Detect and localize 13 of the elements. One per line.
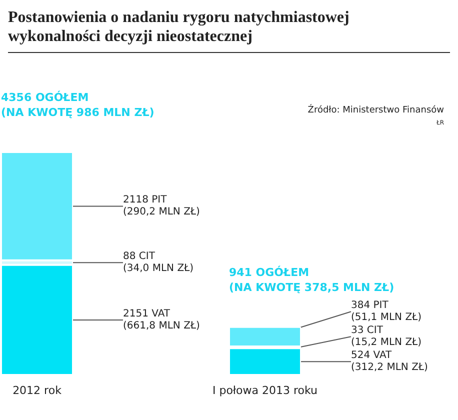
data-label: 2118 PIT (290,2 MLN ZŁ) [123,194,200,218]
total-label: 4356 OGÓŁEM (NA KWOTĘ 986 MLN ZŁ) [1,90,154,119]
x-tick-label: 2012 rok [12,384,62,397]
chart-title: Postanowienia o nadaniu rygoru natychmiastowej wykonalności decyzji nieostatecznej [8,9,354,45]
total-label: 941 OGÓŁEM (NA KWOTĘ 378,5 MLN ZŁ) [229,264,394,294]
data-label: 2151 VAT (661,8 MLN ZŁ) [123,308,200,332]
data-label: 524 VAT (312,2 MLN ZŁ) [351,350,428,374]
bar [1,264,73,375]
data-label: 384 PIT (51,1 MLN ZŁ) [351,300,422,324]
x-tick-label: I połowa 2013 roku [212,384,318,397]
data-label: 33 CIT (15,2 MLN ZŁ) [351,325,422,348]
text: Źródło: Ministerstwo Finansów [308,104,444,116]
data-label: 88 CIT (34,0 MLN ZŁ) [123,251,194,274]
